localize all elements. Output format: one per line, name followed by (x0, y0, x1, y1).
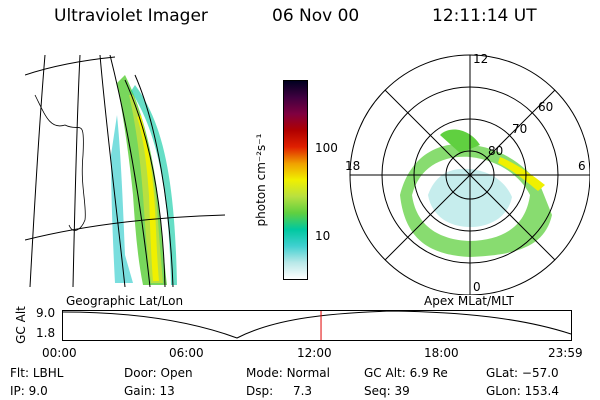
glon-label: GLon: (486, 384, 521, 398)
door-label: Door: (124, 366, 157, 380)
filter-label: Flt: (10, 366, 29, 380)
geographic-grid (25, 55, 225, 287)
gcalt-label: GC Alt: (364, 366, 406, 380)
glon-value: 153.4 (524, 384, 559, 398)
glat-label: GLat: (486, 366, 519, 380)
mlt-label-0: 0 (473, 280, 481, 294)
ip-label: IP: (10, 384, 25, 398)
ip-field: IP: 9.0 (10, 384, 48, 398)
polar-plot: 12 18 6 0 60 70 80 (345, 52, 590, 295)
lat-label-80: 80 (488, 144, 503, 158)
geographic-label: Geographic Lat/Lon (66, 294, 184, 308)
mode-value: Normal (286, 366, 330, 380)
orbit-xtick-1800: 18:00 (424, 346, 459, 360)
glat-value: −57.0 (521, 366, 559, 380)
glat-field: GLat: −57.0 (486, 366, 559, 380)
orbit-altitude-curve (62, 310, 572, 339)
glon-field: GLon: 153.4 (486, 384, 559, 398)
lat-label-60: 60 (538, 100, 553, 114)
mode-field: Mode: Normal (246, 366, 330, 380)
instrument-title: Ultraviolet Imager (54, 6, 208, 26)
colorbar-gradient (283, 80, 308, 280)
date-label: 06 Nov 00 (272, 6, 360, 26)
polar-aurora (400, 129, 552, 257)
time-label: 12:11:14 UT (432, 6, 537, 26)
orbit-xtick-2359: 23:59 (548, 346, 583, 360)
orbit-xtick-1200: 12:00 (297, 346, 332, 360)
filter-value: LBHL (32, 366, 64, 380)
orbit-xtick-0600: 06:00 (169, 346, 204, 360)
gcalt-value: 6.9 Re (409, 366, 448, 380)
colorbar-unit-label: photon cm⁻²s⁻¹ (254, 133, 268, 227)
orbit-ytick-bottom: 1.8 (36, 326, 56, 340)
gcalt-field: GC Alt: 6.9 Re (364, 366, 448, 380)
seq-value: 39 (394, 384, 410, 398)
filter-field: Flt: LBHL (10, 366, 63, 380)
colorbar-tick-100: 100 (315, 141, 338, 155)
seq-label: Seq: (364, 384, 391, 398)
mlt-label-18: 18 (345, 159, 360, 173)
door-value: Open (160, 366, 193, 380)
orbit-ylabel: GC Alt (13, 306, 28, 344)
colorbar-tick-10: 10 (315, 229, 331, 243)
geographic-image (25, 55, 225, 287)
polar-grid (349, 54, 590, 295)
orbit-xtick-0000: 00:00 (42, 346, 77, 360)
dsp-value: 7.3 (292, 384, 313, 398)
seq-field: Seq: 39 (364, 384, 410, 398)
lat-label-70: 70 (512, 122, 527, 136)
gain-label: Gain: (124, 384, 156, 398)
gain-field: Gain: 13 (124, 384, 175, 398)
colorbar (283, 80, 308, 280)
dsp-label: Dsp: (246, 384, 274, 398)
mode-label: Mode: (246, 366, 283, 380)
polar-label: Apex MLat/MLT (424, 294, 514, 308)
ip-value: 9.0 (28, 384, 48, 398)
orbit-ytick-top: 9.0 (36, 306, 56, 320)
orbit-plot (62, 310, 572, 341)
gain-value: 13 (159, 384, 175, 398)
door-field: Door: Open (124, 366, 193, 380)
mlt-label-12: 12 (473, 52, 488, 66)
orbit-frame (62, 310, 572, 341)
dsp-field: Dsp: 7.3 (246, 384, 312, 398)
mlt-label-6: 6 (578, 159, 586, 173)
